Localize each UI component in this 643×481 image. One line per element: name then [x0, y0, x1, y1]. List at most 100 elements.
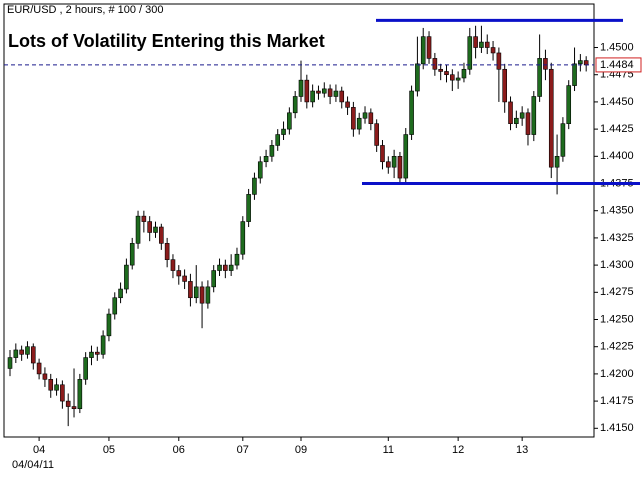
candle-body [316, 90, 321, 94]
candle-body [188, 281, 193, 299]
candle-body [176, 270, 182, 277]
candle-body [30, 346, 36, 364]
candle-body [199, 286, 205, 304]
candle-body [321, 88, 327, 94]
candle-body [519, 112, 525, 119]
candle-body [83, 357, 88, 380]
candle-body [455, 77, 461, 81]
current-price-label: 1.4484 [600, 59, 634, 71]
x-tick-label: 04 [33, 444, 45, 456]
candle-body [543, 58, 548, 70]
candle-body [65, 400, 71, 407]
candle-body [461, 68, 467, 79]
candle-body [240, 221, 246, 255]
candle-body [380, 145, 385, 163]
candle-body [554, 156, 560, 168]
y-tick-label: 1.4425 [600, 123, 634, 135]
candle-body [112, 297, 118, 315]
candle-body [473, 36, 478, 48]
candle-body [275, 134, 281, 146]
y-tick-label: 1.4200 [600, 368, 634, 380]
candle-body [211, 270, 216, 288]
candle-body [537, 58, 542, 97]
candle-body [159, 226, 164, 244]
candle-body [403, 134, 409, 179]
candle-body [327, 88, 333, 97]
chart-title: Lots of Volatility Entering this Market [8, 31, 325, 51]
candle-body [450, 74, 455, 81]
candle-body [19, 349, 24, 355]
candle-body [281, 128, 286, 135]
y-tick-label: 1.4325 [600, 232, 634, 244]
candle-body [467, 36, 473, 70]
candle-body [385, 161, 391, 168]
candle-body [100, 335, 106, 355]
candle-body [153, 226, 158, 233]
candle-body [339, 90, 345, 103]
candle-body [60, 384, 65, 402]
candle-body [95, 351, 100, 355]
current-price-box [595, 57, 642, 73]
candle-body [444, 71, 449, 76]
candle-body [147, 221, 152, 233]
candle-body [548, 68, 554, 168]
candle-body [13, 349, 19, 358]
candle-body [48, 379, 54, 391]
candle-body [164, 243, 170, 260]
chart-header: EUR/USD , 2 hours, # 100 / 300 [7, 4, 164, 16]
candle-body [304, 79, 310, 103]
candle-body [36, 362, 42, 375]
date-label: 04/04/11 [12, 459, 54, 471]
candle-body [292, 96, 298, 114]
candle-body [432, 58, 438, 70]
candle-body [135, 215, 141, 244]
x-tick-label: 12 [452, 444, 464, 456]
candle-body [345, 101, 350, 108]
candle-body [170, 259, 176, 271]
candle-body [397, 156, 403, 179]
candle-body [362, 112, 368, 119]
candle-body [246, 194, 251, 222]
plot-frame [3, 3, 595, 438]
candle-body [490, 47, 496, 54]
candle-body [263, 156, 269, 163]
y-tick-label: 1.4400 [600, 150, 634, 162]
candle-body [42, 373, 48, 380]
candle-body [182, 275, 187, 282]
y-tick-label: 1.4250 [600, 313, 634, 325]
candle-body [54, 384, 59, 391]
candle-body [106, 313, 112, 337]
candle-body [531, 96, 537, 135]
candle-body [298, 79, 304, 97]
candle-body [438, 68, 443, 72]
candle-body [356, 117, 362, 130]
candle-body [374, 123, 379, 146]
candle-body [514, 117, 519, 124]
candle-body [228, 264, 234, 271]
y-tick-label: 1.4350 [600, 205, 634, 217]
x-tick-label: 05 [103, 444, 115, 456]
candle-body [71, 406, 77, 410]
candle-body [141, 215, 147, 222]
candle-body [525, 112, 531, 135]
candle-body [205, 286, 211, 304]
y-tick-label: 1.4175 [600, 395, 634, 407]
x-tick-label: 13 [516, 444, 528, 456]
candle-body [566, 85, 572, 124]
candle-body [496, 52, 502, 70]
candle-body [257, 161, 263, 179]
candle-body [415, 63, 420, 92]
candle-body [252, 177, 257, 195]
y-tick-label: 1.4150 [600, 422, 634, 434]
candle-body [560, 123, 566, 157]
candle-body [77, 379, 83, 410]
y-tick-label: 1.4450 [600, 96, 634, 108]
candle-body [25, 346, 30, 355]
candle-body [333, 90, 339, 97]
x-tick-label: 11 [383, 444, 394, 456]
candle-body [118, 288, 123, 299]
candle-body [269, 145, 275, 157]
candle-body [7, 357, 13, 369]
